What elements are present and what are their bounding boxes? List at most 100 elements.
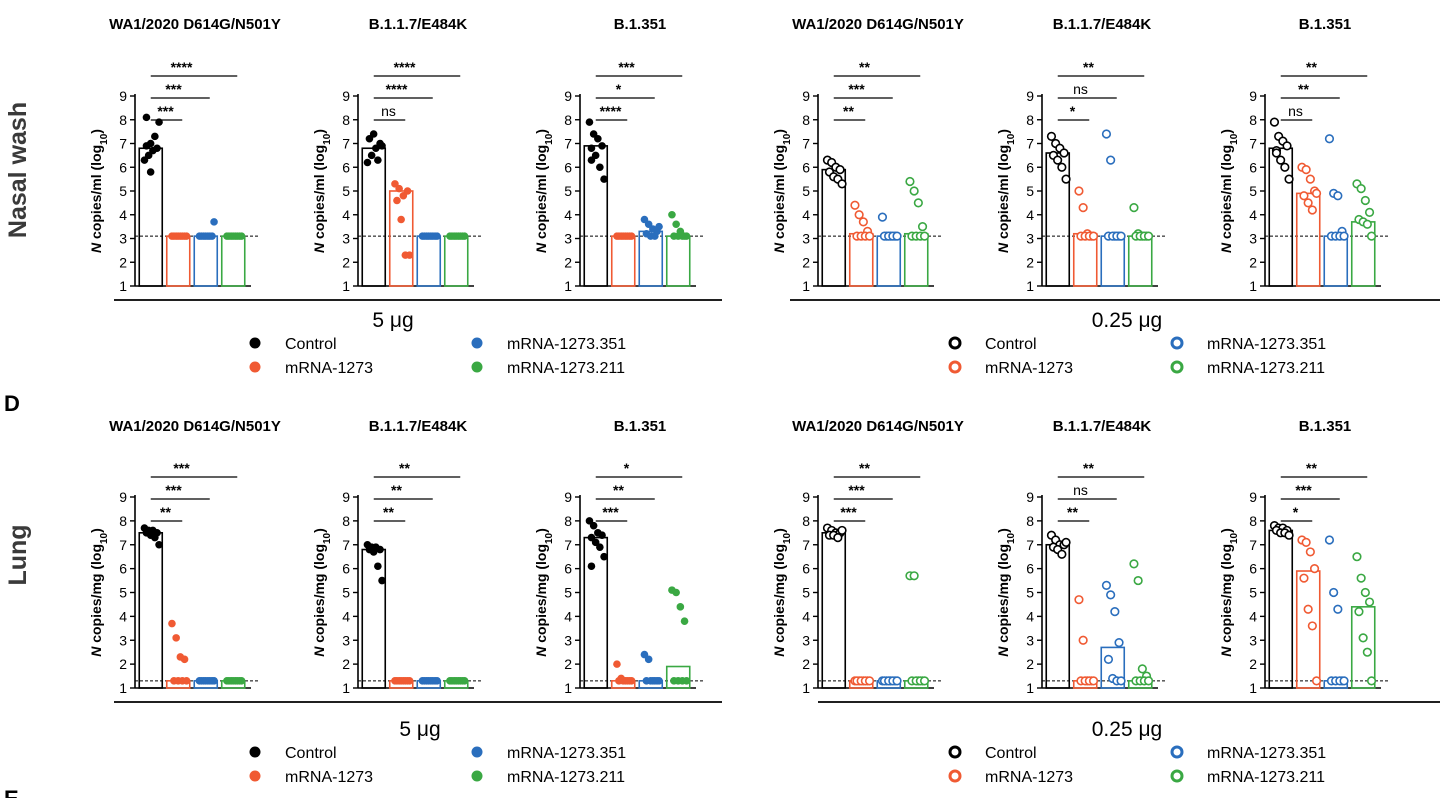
data-point <box>682 677 691 685</box>
y-tick-label: 1 <box>119 278 127 294</box>
data-point <box>600 552 608 561</box>
data-point <box>596 543 604 551</box>
data-point <box>1133 575 1143 586</box>
data-point <box>682 232 691 240</box>
data-point <box>587 562 596 571</box>
data-point <box>644 655 653 664</box>
data-point <box>672 588 680 597</box>
data-point <box>913 198 923 208</box>
y-axis-label: N copies/mg (log10) <box>771 528 793 657</box>
y-tick-label: 3 <box>1026 632 1034 648</box>
data-point <box>835 165 845 175</box>
significance-label: ** <box>1067 504 1078 520</box>
legend-marker <box>471 337 483 349</box>
dose-label-5ug: 5 μg <box>399 718 440 741</box>
bar-Control <box>583 145 609 287</box>
bar-mRNA-1273 <box>1295 570 1321 689</box>
y-tick-label: 1 <box>1249 680 1257 696</box>
bar-Control <box>361 548 387 689</box>
data-point <box>1356 573 1366 583</box>
bar-mRNA-1273.351 <box>416 235 442 287</box>
y-tick-label: 6 <box>119 159 127 175</box>
data-point <box>598 531 606 539</box>
data-point <box>405 677 414 685</box>
data-point <box>374 562 382 571</box>
data-point <box>1059 148 1069 158</box>
data-point <box>668 210 676 219</box>
data-point <box>651 232 659 240</box>
y-tick-label: 4 <box>119 608 127 624</box>
data-point <box>1284 530 1294 540</box>
data-point <box>1305 174 1315 184</box>
y-tick-label: 4 <box>1026 207 1034 223</box>
panel-title: B.1.351 <box>614 16 667 33</box>
y-tick-label: 1 <box>564 278 572 294</box>
y-tick-label: 5 <box>1026 585 1034 601</box>
y-axis-label: N copies/ml (log10) <box>771 129 793 253</box>
significance-label: ** <box>1306 59 1317 75</box>
y-tick-label: 8 <box>119 112 127 128</box>
panel-title: B.1.1.7/E484K <box>369 418 468 435</box>
data-point <box>237 677 246 685</box>
data-point <box>153 144 161 153</box>
y-tick-label: 2 <box>342 656 350 672</box>
data-point <box>1339 676 1349 686</box>
y-tick-label: 2 <box>342 254 350 270</box>
data-point <box>403 187 412 195</box>
legend-label-2: mRNA-1273.351 <box>507 745 626 762</box>
data-point <box>378 576 386 585</box>
data-point <box>892 676 902 686</box>
legend-marker <box>249 337 261 349</box>
y-tick-label: 4 <box>119 207 127 223</box>
panel-title: B.1.1.7/E484K <box>1053 16 1152 33</box>
y-tick-label: 5 <box>342 585 350 601</box>
chart-panel: B.1.351 N copies/ml (log10) 1 2 3 4 5 6 7 8 9 ns ** *… <box>1218 16 1389 294</box>
y-tick-label: 8 <box>1249 513 1257 529</box>
y-tick-label: 4 <box>342 207 350 223</box>
y-tick-label: 8 <box>1026 513 1034 529</box>
y-axis-label: N copies/mg (log10) <box>1218 528 1240 657</box>
significance-label: * <box>1293 504 1299 520</box>
bar-mRNA-1273.211 <box>665 665 691 689</box>
data-point <box>397 215 405 224</box>
y-tick-label: 3 <box>802 231 810 247</box>
bar-Control <box>1045 152 1071 287</box>
bar-Control <box>583 536 609 689</box>
data-point <box>1301 537 1311 547</box>
data-point <box>433 232 441 240</box>
y-tick-label: 3 <box>564 632 572 648</box>
data-point <box>1088 231 1099 241</box>
data-point <box>1303 604 1313 614</box>
panel-title: B.1.1.7/E484K <box>369 16 468 33</box>
data-point <box>1269 117 1280 127</box>
y-tick-label: 5 <box>1249 585 1257 601</box>
data-point <box>369 548 378 556</box>
legend-label-3: mRNA-1273.211 <box>1207 360 1325 377</box>
data-point <box>146 139 155 148</box>
y-tick-label: 6 <box>1249 159 1257 175</box>
y-tick-label: 9 <box>119 88 127 104</box>
y-axis-label: N copies/ml (log10) <box>1218 129 1240 253</box>
legend-marker <box>1170 336 1184 350</box>
legend-marker <box>1170 769 1184 783</box>
y-tick-label: 6 <box>802 561 810 577</box>
bar-Control <box>1045 543 1071 689</box>
bar-mRNA-1273.211 <box>1350 221 1376 287</box>
data-point <box>378 142 386 150</box>
y-tick-label: 5 <box>564 585 572 601</box>
significance-label: *** <box>173 460 190 476</box>
data-point <box>1046 131 1057 141</box>
y-tick-label: 5 <box>564 183 572 199</box>
significance-label: **** <box>171 59 193 75</box>
data-point <box>376 545 384 554</box>
significance-label: *** <box>602 504 619 520</box>
y-tick-label: 6 <box>119 561 127 577</box>
bar-mRNA-1273 <box>848 232 874 287</box>
y-tick-label: 9 <box>802 88 810 104</box>
data-point <box>146 168 155 176</box>
y-tick-label: 9 <box>1249 489 1257 505</box>
data-point <box>1074 595 1084 605</box>
data-point <box>917 222 928 232</box>
data-point <box>919 231 930 241</box>
